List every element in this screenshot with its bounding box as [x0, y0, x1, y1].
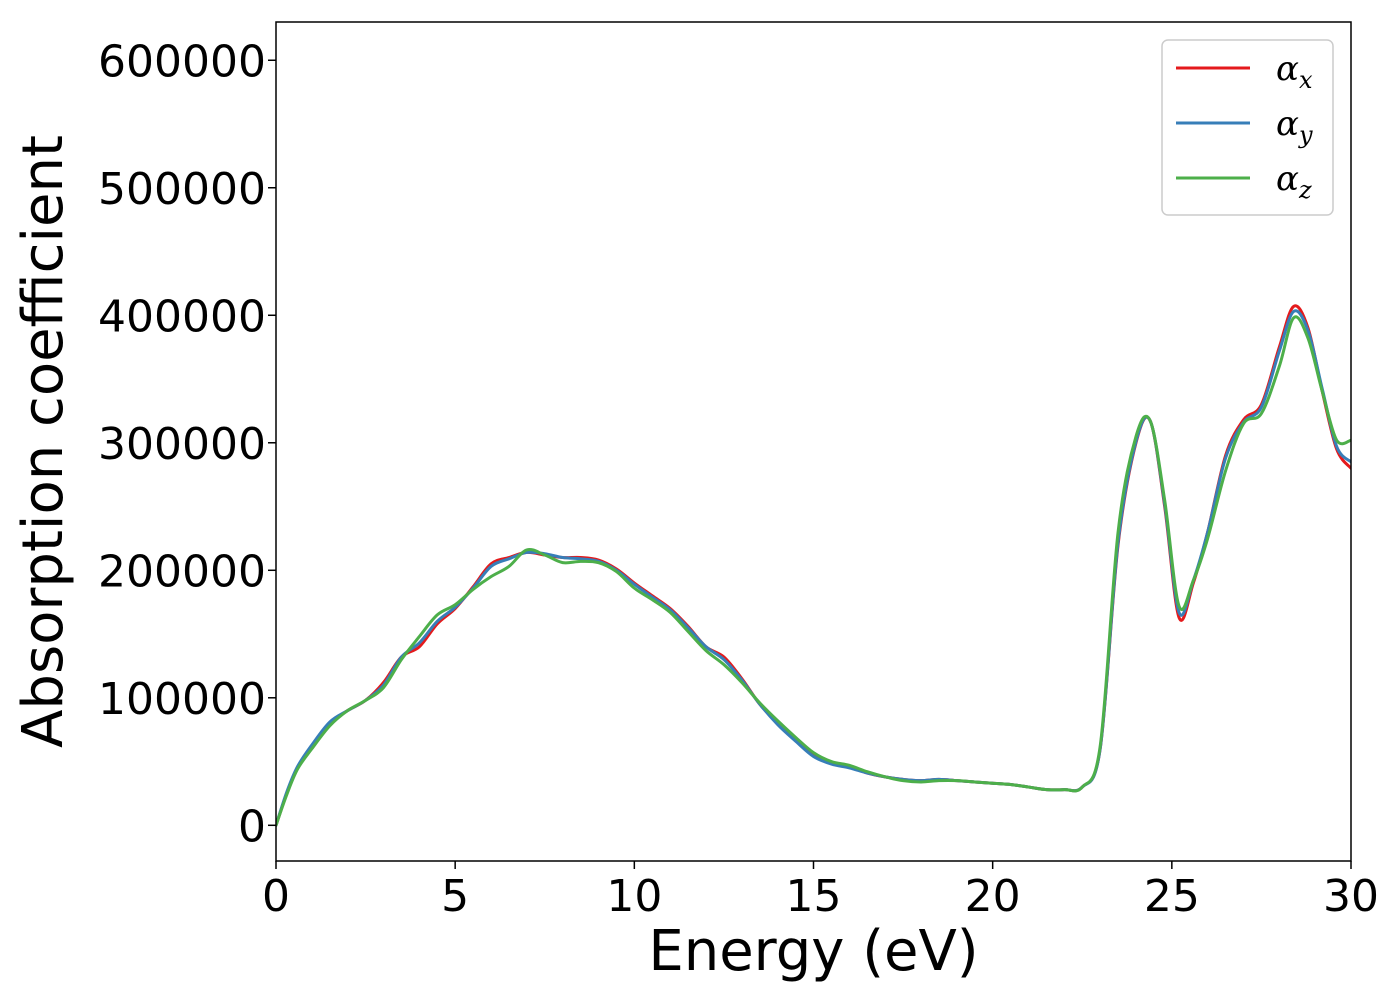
series-line-y: [276, 309, 1351, 827]
y-axis-label: Absorption coefficient: [11, 135, 76, 748]
y-tick-label: 500000: [98, 164, 266, 215]
series-line-x: [276, 304, 1351, 827]
y-tick-label: 300000: [98, 419, 266, 470]
x-tick-label: 30: [1323, 871, 1379, 922]
y-axis-ticks: 0 100000 200000 300000 400000 500000 600000: [98, 36, 276, 852]
y-tick-label: 100000: [98, 674, 266, 725]
y-tick-label: 400000: [98, 291, 266, 342]
plot-lines: [276, 304, 1351, 827]
legend: αx αy αz: [1161, 39, 1334, 216]
x-tick-label: 0: [262, 871, 290, 922]
y-tick-label: 600000: [98, 36, 266, 87]
x-tick-label: 20: [965, 871, 1021, 922]
x-tick-label: 10: [606, 871, 662, 922]
y-tick-label: 200000: [98, 546, 266, 597]
legend-label-x: αx: [1276, 49, 1313, 94]
x-axis-ticks: 0 5 10 15 20 25 30: [262, 861, 1379, 922]
legend-box: [1161, 39, 1334, 216]
x-axis-label: Energy (eV): [648, 919, 978, 984]
legend-label-z: αz: [1276, 159, 1312, 204]
y-tick-label: 0: [238, 801, 266, 852]
x-tick-label: 25: [1144, 871, 1200, 922]
x-tick-label: 5: [441, 871, 469, 922]
series-line-z: [276, 315, 1351, 827]
legend-label-y: αy: [1276, 104, 1313, 149]
x-tick-label: 15: [786, 871, 842, 922]
